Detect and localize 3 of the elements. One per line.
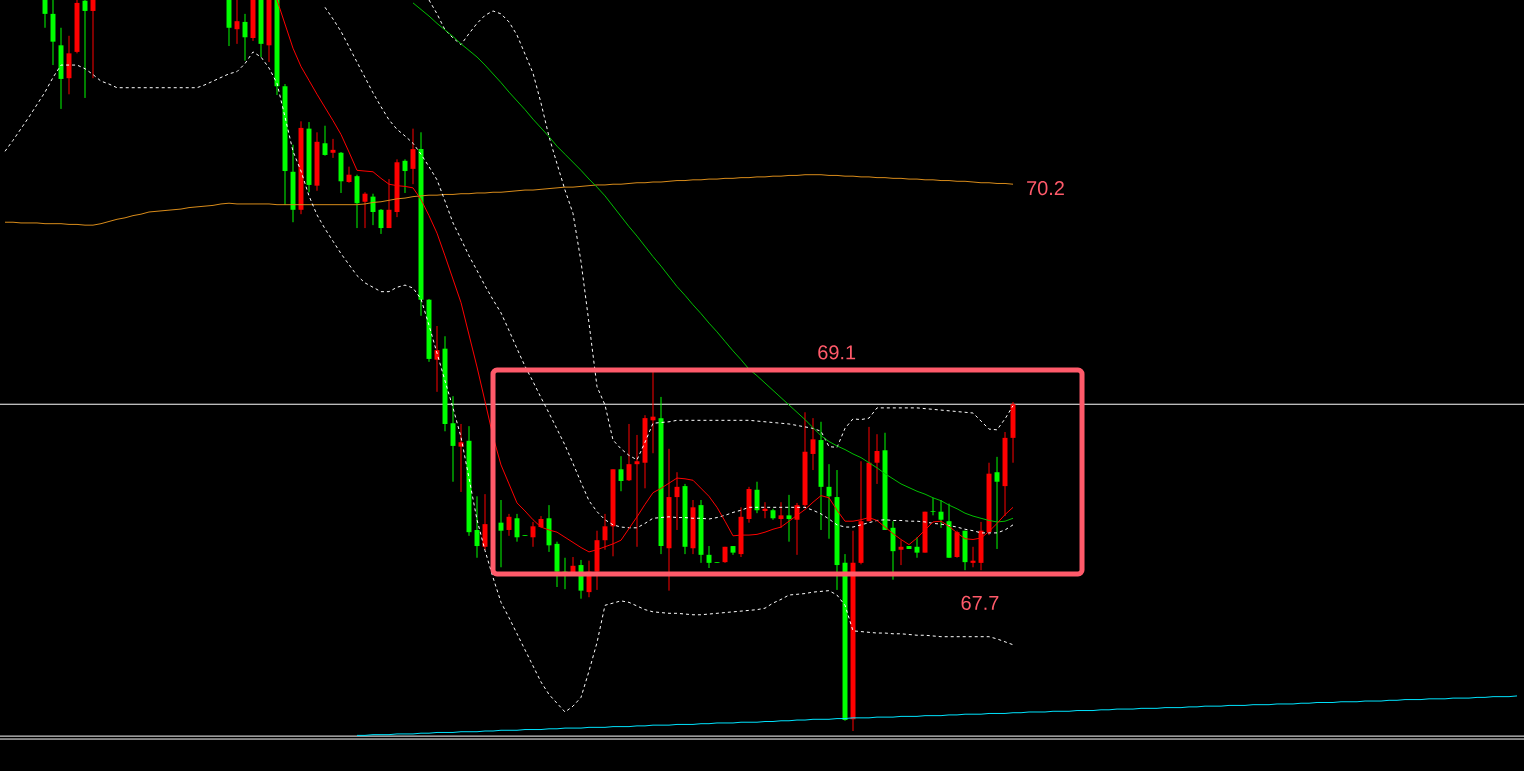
annotation: 69.1 (818, 345, 856, 360)
annotation: 67.7 (961, 595, 999, 610)
annotation: 70.2 (1027, 181, 1064, 196)
